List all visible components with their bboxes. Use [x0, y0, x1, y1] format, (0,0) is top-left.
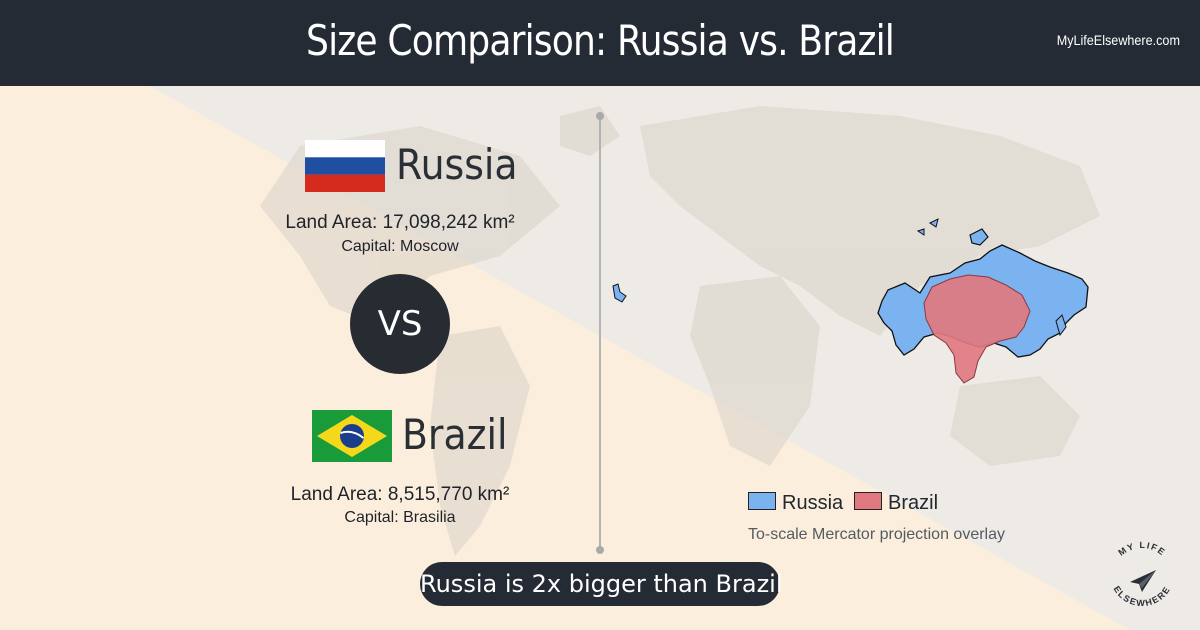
- divider-bottom-dot: [596, 546, 604, 554]
- column-divider: [599, 116, 601, 550]
- svg-text:MY LIFE: MY LIFE: [1116, 540, 1167, 558]
- legend-swatch-brazil: [854, 492, 882, 510]
- brazil-flag-icon: [312, 410, 392, 462]
- divider-top-dot: [596, 112, 604, 120]
- legend-swatch-russia: [748, 492, 776, 510]
- mylifeelsewhere-logo: MY LIFE ELSEWHERE: [1112, 540, 1171, 608]
- size-overlay-map: [877, 218, 1089, 384]
- country-a-name: Russia: [396, 140, 518, 189]
- vs-badge: VS: [350, 274, 450, 374]
- legend-note: To-scale Mercator projection overlay: [748, 526, 1005, 543]
- result-badge: Russia is 2x bigger than Brazil: [420, 562, 783, 606]
- header-bar: Size Comparison: Russia vs. Brazil MyLif…: [0, 0, 1200, 86]
- page-title: Size Comparison: Russia vs. Brazil: [306, 16, 895, 65]
- brazil-shape: [923, 274, 1031, 384]
- country-a-land-area: Land Area: 17,098,242 km²: [285, 212, 515, 233]
- country-b-name: Brazil: [402, 410, 508, 459]
- country-b-land-area: Land Area: 8,515,770 km²: [290, 484, 510, 505]
- country-a-capital: Capital: Moscow: [341, 238, 459, 255]
- country-b-capital: Capital: Brasilia: [344, 509, 456, 526]
- exclave-outline: [612, 283, 627, 303]
- paper-plane-icon: [1130, 570, 1156, 592]
- legend-label-brazil: Brazil: [888, 492, 939, 514]
- legend-label-russia: Russia: [782, 492, 844, 514]
- legend-item-brazil: Brazil: [854, 492, 938, 515]
- brand-link[interactable]: MyLifeElsewhere.com: [1056, 32, 1180, 48]
- legend-item-russia: Russia: [748, 492, 843, 515]
- russia-flag-icon: [305, 140, 385, 192]
